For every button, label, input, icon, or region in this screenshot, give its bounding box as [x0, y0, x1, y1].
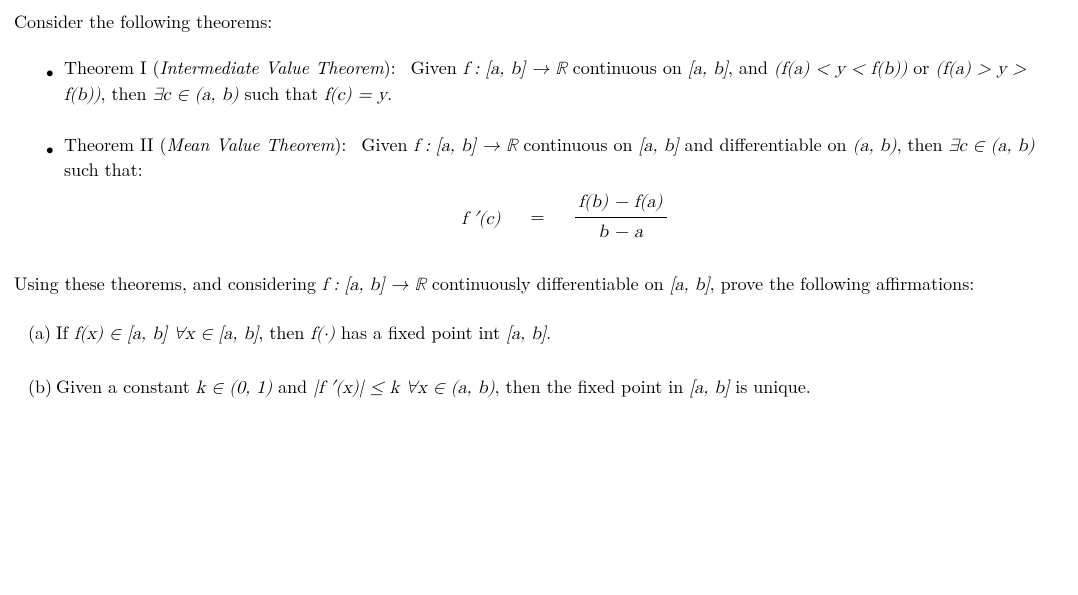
text: or — [907, 55, 935, 80]
text: Given — [411, 55, 463, 80]
math: (a, b) — [853, 137, 897, 155]
theorem-list: Theorem I (Intermediate Value Theorem): … — [14, 56, 1064, 246]
math: ∃c ∈ (a, b) — [153, 86, 239, 104]
math: [a, b] — [688, 60, 728, 78]
theorem-1: Theorem I (Intermediate Value Theorem): … — [46, 56, 1064, 107]
theorem-name: Mean Value Theorem — [167, 132, 335, 157]
math: f : [a, b] → ℝ — [413, 137, 517, 155]
eq-equals: = — [531, 204, 545, 229]
text: continuous on — [517, 132, 638, 157]
text: is unique. — [729, 374, 811, 399]
math: [a, b] — [639, 137, 679, 155]
eq-numerator: f(b) − f(a) — [575, 190, 667, 217]
math: [a, b] — [689, 379, 729, 397]
text: and differentiable on — [679, 132, 853, 157]
text: , then — [897, 132, 949, 157]
text: . — [387, 81, 392, 106]
text: Given a constant — [56, 374, 196, 399]
text: , then — [258, 320, 310, 345]
eq-fraction: f(b) − f(a) b − a — [575, 190, 667, 244]
text: , then — [101, 81, 153, 106]
theorem-label: Theorem I — [64, 55, 147, 80]
text: such that: — [64, 157, 143, 182]
intro-text: Consider the following theorems: — [14, 10, 1064, 34]
text: continuous on — [567, 55, 688, 80]
eq-denominator: b − a — [575, 218, 667, 244]
part-marker: (a) — [28, 321, 51, 345]
math: f(x) ∈ [a, b] ∀x ∈ [a, b] — [74, 325, 258, 343]
text: has a fixed point int — [335, 320, 506, 345]
math: ∃c ∈ (a, b) — [949, 137, 1035, 155]
text: Using these theorems, and considering — [14, 271, 322, 296]
part-a: (a) If f(x) ∈ [a, b] ∀x ∈ [a, b], then f… — [28, 321, 1064, 346]
theorem-2: Theorem II (Mean Value Theorem): Given f… — [46, 133, 1064, 246]
text: . — [546, 320, 551, 345]
theorem-name: Intermediate Value Theorem — [160, 55, 384, 80]
math: [a, b] — [506, 325, 546, 343]
math: [a, b] — [670, 276, 710, 294]
text: , then the fixed point in — [495, 374, 690, 399]
text: such that — [239, 81, 325, 106]
math: f : [a, b] → ℝ — [463, 60, 567, 78]
text: continuously differentiable on — [426, 271, 670, 296]
bridge-text: Using these theorems, and considering f … — [14, 272, 1064, 297]
theorem-label: Theorem II — [64, 132, 154, 157]
eq-lhs: f ′(c) — [461, 207, 500, 231]
math: f(c) = y — [324, 86, 387, 104]
parts-list: (a) If f(x) ∈ [a, b] ∀x ∈ [a, b], then f… — [14, 321, 1064, 400]
equation-display: f ′(c) = f(b) − f(a) b − a — [64, 192, 1064, 246]
text: If — [56, 320, 74, 345]
text: , and — [728, 55, 774, 80]
text: , prove the following affirmations: — [710, 271, 975, 296]
part-marker: (b) — [28, 375, 52, 399]
math: k ∈ (0, 1) — [196, 379, 272, 397]
part-b: (b) Given a constant k ∈ (0, 1) and |f ′… — [28, 375, 1064, 400]
math: |f ′(x)| ≤ k ∀x ∈ (a, b) — [313, 379, 494, 397]
math: f(·) — [310, 325, 335, 343]
math: f : [a, b] → ℝ — [322, 276, 426, 294]
math: (f(a) < y < f(b)) — [774, 60, 907, 78]
text: Given — [361, 132, 413, 157]
text: and — [272, 374, 313, 399]
